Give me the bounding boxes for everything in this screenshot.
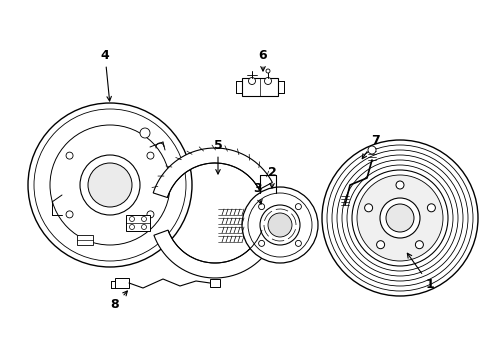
Circle shape <box>129 216 134 221</box>
Circle shape <box>264 77 271 85</box>
Circle shape <box>341 160 457 276</box>
Circle shape <box>346 165 452 271</box>
Circle shape <box>129 225 134 230</box>
Circle shape <box>66 152 73 159</box>
Circle shape <box>367 146 375 154</box>
Circle shape <box>379 198 419 238</box>
Circle shape <box>260 205 299 245</box>
Text: 2: 2 <box>267 166 276 188</box>
Circle shape <box>140 128 150 138</box>
Circle shape <box>364 204 372 212</box>
Text: 7: 7 <box>362 134 379 159</box>
Circle shape <box>295 240 301 246</box>
Circle shape <box>88 163 132 207</box>
Circle shape <box>28 103 192 267</box>
Circle shape <box>141 216 146 221</box>
Circle shape <box>141 225 146 230</box>
Bar <box>209 279 220 287</box>
Circle shape <box>376 241 384 249</box>
Text: 4: 4 <box>101 49 111 101</box>
Circle shape <box>247 193 311 257</box>
Text: 5: 5 <box>213 139 222 174</box>
Bar <box>126 215 150 231</box>
Circle shape <box>267 213 291 237</box>
Text: 8: 8 <box>110 291 127 311</box>
Circle shape <box>295 204 301 210</box>
Circle shape <box>321 140 477 296</box>
Circle shape <box>336 155 462 281</box>
Circle shape <box>385 204 413 232</box>
Bar <box>115 278 129 288</box>
Text: 6: 6 <box>258 49 267 71</box>
Circle shape <box>427 204 434 212</box>
Text: 3: 3 <box>252 181 262 204</box>
Circle shape <box>356 175 442 261</box>
Circle shape <box>248 77 255 85</box>
Circle shape <box>242 187 317 263</box>
Circle shape <box>80 155 140 215</box>
Circle shape <box>50 125 170 245</box>
Circle shape <box>66 211 73 218</box>
Circle shape <box>331 150 467 286</box>
Polygon shape <box>153 148 272 198</box>
Polygon shape <box>154 230 276 278</box>
Bar <box>242 78 278 96</box>
Circle shape <box>147 152 154 159</box>
Circle shape <box>414 241 423 249</box>
Circle shape <box>395 181 403 189</box>
Circle shape <box>147 211 154 218</box>
Circle shape <box>351 170 447 266</box>
Text: 1: 1 <box>407 253 433 292</box>
Circle shape <box>326 145 472 291</box>
Bar <box>77 235 93 245</box>
Circle shape <box>265 69 269 73</box>
Circle shape <box>34 109 185 261</box>
Circle shape <box>258 204 264 210</box>
Circle shape <box>258 240 264 246</box>
